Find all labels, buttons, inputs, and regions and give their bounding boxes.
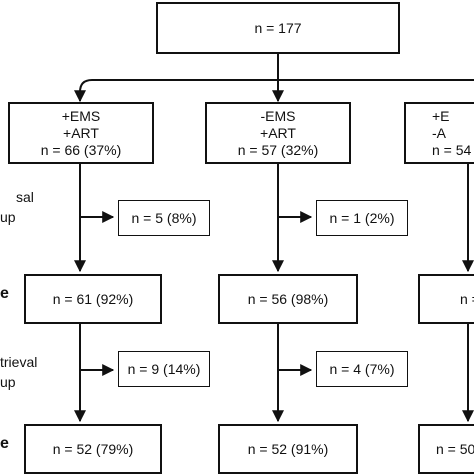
group-2-first-loss-box: n = 1 (2%) [316, 200, 408, 236]
group-box-ems-no-art: +E -A n = 54 [404, 102, 474, 164]
group-1-count: n = 66 (37%) [40, 141, 122, 158]
group-3-final-count: n = 50 [436, 440, 474, 457]
group-2-line-2: +ART [260, 124, 296, 141]
group-box-no-ems-art: -EMS +ART n = 57 (32%) [205, 102, 351, 164]
group-3-count: n = 54 [432, 141, 472, 158]
first-loss-label-top: sal [16, 189, 34, 205]
final-stage-label: e [0, 435, 9, 452]
total-count: n = 177 [254, 19, 302, 36]
group-2-final-count: n = 52 (91%) [247, 440, 329, 457]
group-1-second-loss: n = 9 (14%) [127, 360, 201, 377]
group-3-line-1: +E [432, 107, 450, 124]
group-1-mid-count: n = 61 (92%) [52, 290, 134, 307]
group-3-line-2: -A [432, 124, 446, 141]
group-1-final-box: n = 52 (79%) [24, 424, 162, 474]
group-2-first-loss: n = 1 (2%) [329, 209, 395, 226]
group-2-final-box: n = 52 (91%) [218, 424, 358, 474]
group-2-second-loss: n = 4 (7%) [329, 360, 395, 377]
group-2-mid-box: n = 56 (98%) [218, 274, 358, 324]
group-box-ems-art: +EMS +ART n = 66 (37%) [8, 102, 154, 164]
mid-stage-label: e [0, 285, 9, 302]
group-1-first-loss-box: n = 5 (8%) [118, 200, 210, 236]
group-1-line-2: +ART [63, 124, 99, 141]
group-3-final-box: n = 50 [418, 424, 474, 474]
group-2-second-loss-box: n = 4 (7%) [316, 351, 408, 387]
group-1-mid-box: n = 61 (92%) [24, 274, 162, 324]
group-1-final-count: n = 52 (79%) [52, 440, 134, 457]
connector-split-line [79, 79, 474, 100]
group-1-first-loss: n = 5 (8%) [131, 209, 197, 226]
group-3-mid-count: n = 52 [460, 290, 474, 307]
group-1-second-loss-box: n = 9 (14%) [118, 351, 210, 387]
group-2-count: n = 57 (32%) [237, 141, 319, 158]
group-3-mid-box: n = 52 [418, 274, 474, 324]
group-2-mid-count: n = 56 (98%) [247, 290, 329, 307]
group-1-line-1: +EMS [61, 107, 101, 124]
first-loss-label-bottom: up [0, 209, 16, 225]
second-loss-label-top: trieval [0, 354, 38, 370]
group-2-line-1: -EMS [260, 107, 296, 124]
total-box: n = 177 [156, 2, 400, 54]
second-loss-label-bottom: up [0, 374, 16, 390]
